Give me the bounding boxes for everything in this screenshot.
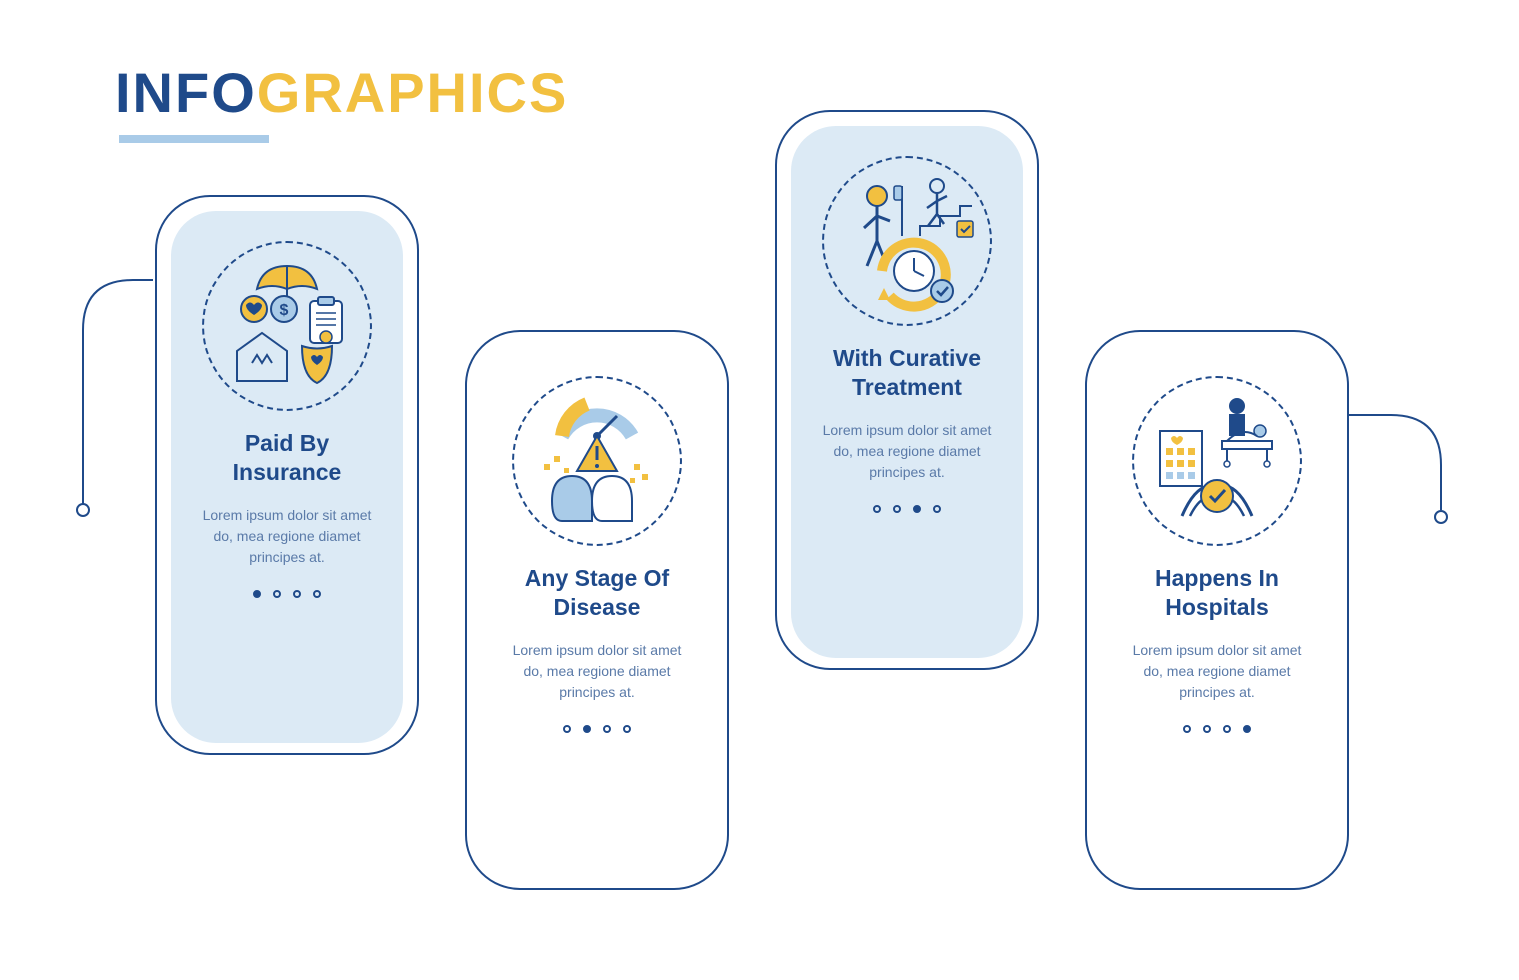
pagination-dots (809, 505, 1005, 513)
dot (1203, 725, 1211, 733)
dot (583, 725, 591, 733)
dot (893, 505, 901, 513)
card-inner: Any Stage Of Disease Lorem ipsum dolor s… (481, 346, 713, 878)
svg-text:$: $ (280, 302, 289, 319)
dot (623, 725, 631, 733)
icon-wrap: $ (202, 241, 372, 411)
pagination-dots (499, 725, 695, 733)
card-title: Any Stage Of Disease (499, 564, 695, 622)
card-curative: With Curative Treatment Lorem ipsum dolo… (775, 110, 1039, 670)
icon-wrap (1132, 376, 1302, 546)
dot (913, 505, 921, 513)
icon-wrap (512, 376, 682, 546)
icon-wrap (822, 156, 992, 326)
end-node (1434, 510, 1448, 524)
card-title: With Curative Treatment (809, 344, 1005, 402)
card-inner: Happens In Hospitals Lorem ipsum dolor s… (1101, 346, 1333, 878)
start-node (76, 503, 90, 517)
card-desc: Lorem ipsum dolor sit amet do, mea regio… (1119, 640, 1315, 703)
pagination-dots (1119, 725, 1315, 733)
card-title: Happens In Hospitals (1119, 564, 1315, 622)
insurance-icon: $ (202, 241, 372, 411)
dot (1243, 725, 1251, 733)
dot (273, 590, 281, 598)
card-hospital: Happens In Hospitals Lorem ipsum dolor s… (1085, 330, 1349, 890)
dot (603, 725, 611, 733)
card-desc: Lorem ipsum dolor sit amet do, mea regio… (499, 640, 695, 703)
card-disease: Any Stage Of Disease Lorem ipsum dolor s… (465, 330, 729, 890)
dot (873, 505, 881, 513)
cards-container: $ (115, 110, 1405, 910)
dot (563, 725, 571, 733)
card-desc: Lorem ipsum dolor sit amet do, mea regio… (189, 505, 385, 568)
dot (933, 505, 941, 513)
dot (1183, 725, 1191, 733)
disease-icon (512, 376, 682, 546)
card-desc: Lorem ipsum dolor sit amet do, mea regio… (809, 420, 1005, 483)
card-insurance: $ (155, 195, 419, 755)
hospital-icon (1132, 376, 1302, 546)
pagination-dots (189, 590, 385, 598)
dot (253, 590, 261, 598)
dot (1223, 725, 1231, 733)
card-title: Paid By Insurance (189, 429, 385, 487)
dot (313, 590, 321, 598)
curative-icon (822, 156, 992, 326)
dot (293, 590, 301, 598)
card-inner: $ (171, 211, 403, 743)
card-inner: With Curative Treatment Lorem ipsum dolo… (791, 126, 1023, 658)
